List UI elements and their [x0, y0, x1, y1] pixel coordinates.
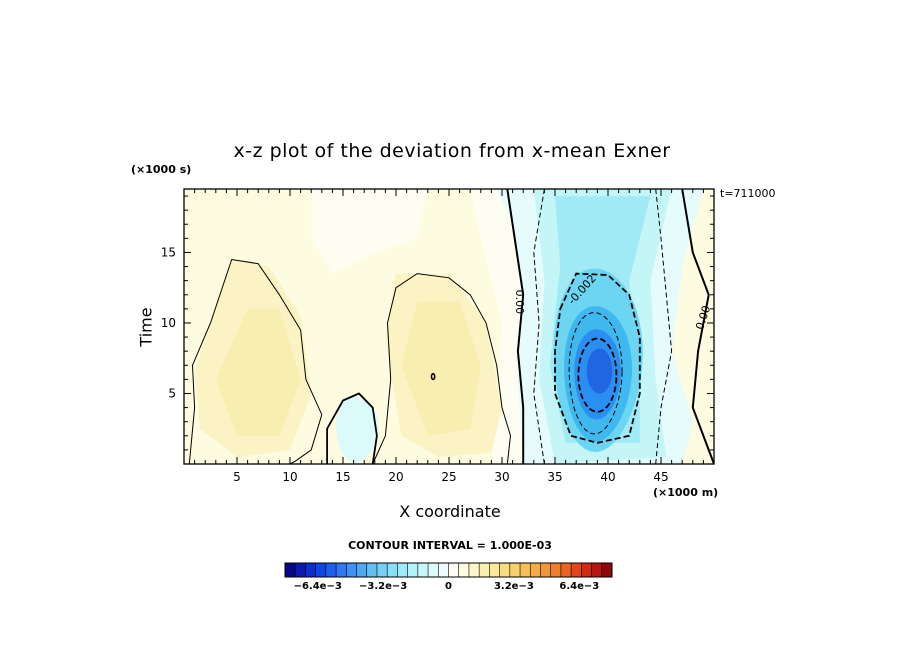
contour-interval-label: CONTOUR INTERVAL = 1.000E-03: [348, 539, 552, 552]
colorbar-swatch: [581, 563, 593, 577]
negative-blob-small: [336, 397, 379, 463]
x-tick-label: 45: [653, 470, 668, 484]
colorbar-swatch: [448, 563, 460, 577]
colorbar-swatch: [356, 563, 368, 577]
colorbar-swatch: [591, 563, 603, 577]
colorbar-swatch: [346, 563, 358, 577]
colorbar-swatch: [417, 563, 429, 577]
colorbar-tick-label: 0: [445, 581, 452, 592]
colorbar-swatch: [571, 563, 582, 577]
colorbar-tick-label: 6.4e−3: [559, 581, 599, 592]
timestamp-label: t=711000: [720, 187, 776, 200]
x-tick-label: 10: [282, 470, 297, 484]
negative-level-7: [586, 348, 613, 394]
contour-zero-right: [681, 189, 714, 464]
positive-core-center: [401, 301, 481, 436]
contour-neg-right: [655, 189, 673, 464]
colorbar-swatch: [315, 563, 327, 577]
x-tick-label: 30: [494, 470, 509, 484]
colorbar-swatch: [295, 563, 306, 577]
colorbar-tick-label: −6.4e−3: [294, 581, 342, 592]
contour-zero-left: [188, 258, 323, 464]
colorbar-swatch: [550, 563, 562, 577]
colorbar-swatch: [336, 563, 347, 577]
colorbar-swatch: [285, 563, 296, 577]
y-axis-unit: (×1000 s): [131, 163, 192, 176]
y-tick-label: 5: [168, 386, 176, 400]
contour-fills: [184, 189, 714, 464]
colorbar-swatch: [530, 563, 541, 577]
colorbar-swatch: [305, 563, 317, 577]
colorbar-swatch: [366, 563, 378, 577]
contour-zero-small: [326, 392, 378, 464]
x-tick-label: 35: [547, 470, 562, 484]
colorbar-swatch: [397, 563, 409, 577]
x-tick-label: 20: [388, 470, 403, 484]
colorbar-swatch: [540, 563, 552, 577]
y-tick-label: 15: [161, 245, 176, 259]
x-tick-label: 5: [233, 470, 241, 484]
colorbar-swatch: [468, 563, 480, 577]
colorbar-swatch: [458, 563, 470, 577]
colorbar-swatch: [489, 563, 501, 577]
contour-tiny-center: [430, 372, 436, 381]
colorbar-swatch: [387, 563, 398, 577]
x-tick-label: 15: [335, 470, 350, 484]
neutral-region: [470, 189, 524, 464]
x-axis-label: X coordinate: [399, 502, 501, 521]
colorbar-swatch: [499, 563, 511, 577]
colorbar-tick-label: 3.2e−3: [494, 581, 534, 592]
contour-neg-outer: [533, 189, 545, 464]
colorbar-tick-label: −3.2e−3: [359, 581, 407, 592]
contour-label: 0.00: [513, 290, 526, 315]
y-tick-label: 10: [161, 316, 176, 330]
contour-neg-004: [577, 337, 618, 413]
colorbar-swatch: [407, 563, 419, 577]
neutral-region: [311, 189, 428, 274]
colorbar-swatch: [509, 563, 521, 577]
contour-zero-center: [372, 273, 512, 464]
contour-zero-divider: [506, 189, 525, 464]
colorbar-swatch: [520, 563, 531, 577]
contour-lines: [188, 189, 714, 464]
colorbar-swatch: [601, 563, 613, 577]
colorbar-swatch: [560, 563, 572, 577]
x-tick-label: 25: [441, 470, 456, 484]
contour-neg-002: [554, 272, 641, 444]
colorbar-frame: [284, 562, 613, 578]
colorbar: −6.4e−3 −3.2e−3 0 3.2e−3 6.4e−3: [284, 562, 613, 592]
colorbar-swatch: [479, 563, 490, 577]
x-tick-label: 40: [600, 470, 615, 484]
chart-title: x-z plot of the deviation from x-mean Ex…: [233, 140, 671, 162]
axes: 5 10 15 20 25 30 35 40 45 5 10 15: [161, 189, 714, 484]
colorbar-swatch: [438, 563, 449, 577]
positive-core-left: [215, 308, 301, 436]
colorbar-swatch: [325, 563, 337, 577]
x-axis-unit: (×1000 m): [653, 486, 719, 499]
colorbar-swatch: [428, 563, 439, 577]
colorbar-swatch: [376, 563, 388, 577]
